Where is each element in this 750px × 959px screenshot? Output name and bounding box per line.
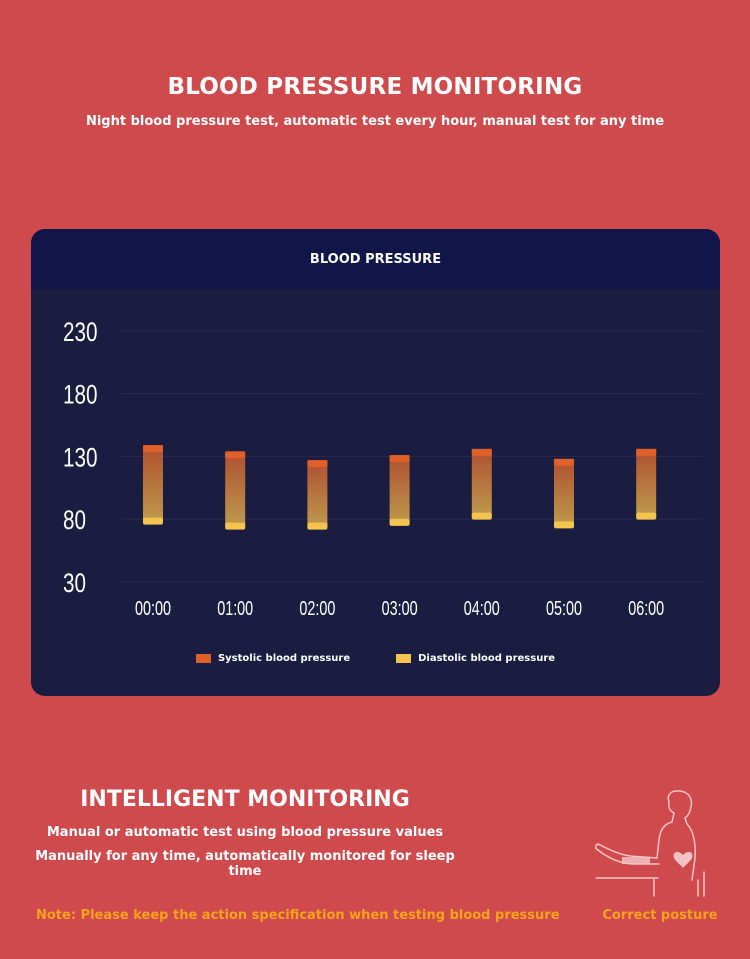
- x-tick-label: 01:00: [217, 598, 253, 620]
- x-tick-label: 05:00: [546, 598, 582, 620]
- bar-systolic-cap: [143, 445, 163, 453]
- legend-item-systolic: Systolic blood pressure: [195, 653, 351, 664]
- bar-diastolic-cap: [143, 517, 163, 525]
- bar-range: [554, 458, 574, 526]
- x-tick-label: 03:00: [382, 598, 418, 620]
- bar-range: [225, 451, 246, 527]
- chart-header: BLOOD PRESSURE: [31, 229, 720, 289]
- bar-diastolic-cap: [554, 521, 574, 529]
- legend-item-diastolic: Diastolic blood pressure: [396, 653, 555, 664]
- bar-systolic-cap: [471, 448, 492, 456]
- y-tick-label: 30: [63, 568, 86, 598]
- bar-diastolic-cap: [636, 512, 657, 520]
- blood-pressure-chart-card: BLOOD PRESSURE 30 80 130 180 230 00:00 01:00 02…: [31, 229, 720, 696]
- bar-diastolic-cap: [389, 518, 410, 526]
- bar-systolic-cap: [554, 458, 574, 466]
- bar-diastolic-cap: [471, 512, 492, 520]
- blood-pressure-chart: 30 80 130 180 230 00:00 01:00 02:00 03:00 04:00 05…: [63, 317, 702, 620]
- legend-label-diastolic: Diastolic blood pressure: [418, 653, 556, 664]
- y-tick-label: 180: [63, 380, 98, 410]
- chart-legend: Systolic blood pressure Diastolic blood …: [31, 653, 720, 664]
- x-tick-label: 02:00: [299, 598, 335, 620]
- description-line-1: Manual or automatic test using blood pre…: [46, 825, 444, 840]
- bar-diastolic-cap: [225, 522, 246, 530]
- legend-swatch-diastolic: [396, 654, 412, 663]
- x-tick-label: 04:00: [464, 598, 500, 620]
- description-line-2: Manually for any time, automatically mon…: [35, 849, 455, 879]
- posture-label: Correct posture: [602, 908, 718, 923]
- legend-label-systolic: Systolic blood pressure: [217, 653, 351, 664]
- bar-systolic-cap: [307, 460, 328, 468]
- bar-range: [307, 460, 328, 527]
- x-tick-label: 06:00: [628, 598, 664, 620]
- bar-systolic-cap: [636, 448, 657, 456]
- y-tick-label: 230: [63, 317, 98, 347]
- posture-note: Note: Please keep the action specificati…: [36, 908, 560, 923]
- bar-range: [471, 448, 492, 517]
- page-subtitle: Night blood pressure test, automatic tes…: [85, 114, 665, 129]
- section-title: INTELLIGENT MONITORING: [80, 787, 410, 812]
- bar-diastolic-cap: [307, 522, 328, 530]
- posture-illustration-icon: [595, 790, 705, 897]
- bar-systolic-cap: [389, 455, 410, 463]
- legend-swatch-systolic: [195, 654, 211, 663]
- chart-title: BLOOD PRESSURE: [309, 251, 442, 267]
- bar-systolic-cap: [225, 451, 246, 459]
- bar-range: [389, 455, 410, 523]
- bar-range: [143, 445, 163, 522]
- bar-range: [636, 448, 657, 517]
- y-tick-label: 130: [63, 442, 98, 472]
- x-tick-label: 00:00: [135, 598, 171, 620]
- page-title: BLOOD PRESSURE MONITORING: [167, 74, 583, 100]
- y-tick-label: 80: [63, 505, 86, 535]
